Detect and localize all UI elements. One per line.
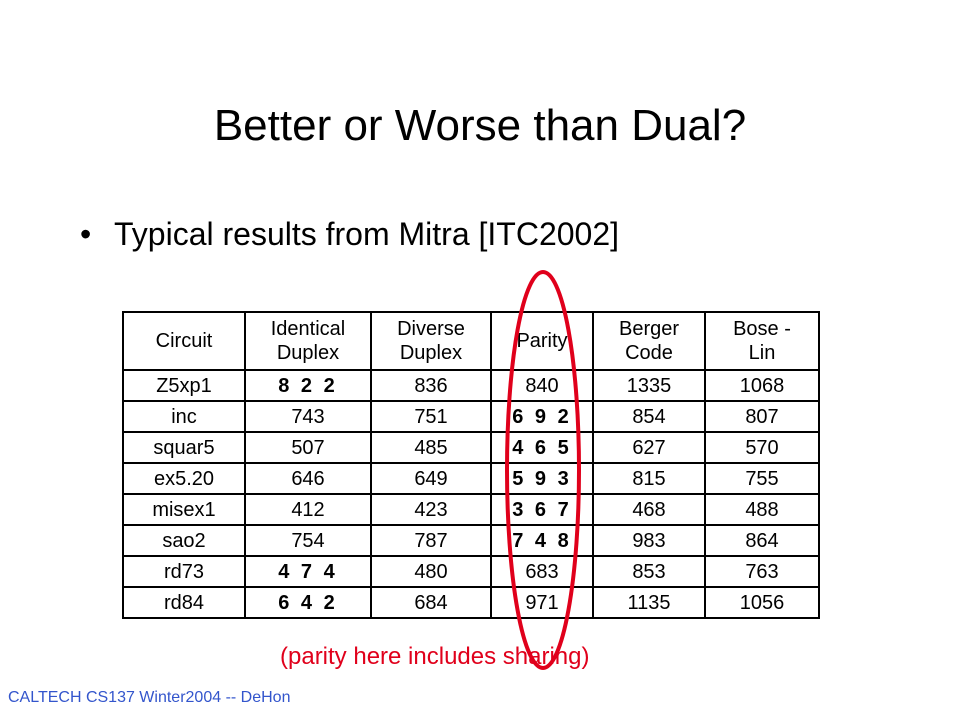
- table-cell: 488: [704, 493, 820, 526]
- table-cell: squar5: [122, 431, 246, 464]
- table-cell: 627: [592, 431, 706, 464]
- header-berger-code: Berger Code: [592, 311, 706, 371]
- table-cell: 684: [370, 586, 492, 619]
- table-cell: 683: [490, 555, 594, 588]
- table-cell: 570: [704, 431, 820, 464]
- header-parity: Parity: [490, 311, 594, 371]
- table-cell: 751: [370, 400, 492, 433]
- table-cell: 754: [244, 524, 372, 557]
- footer-credit: CALTECH CS137 Winter2004 -- DeHon: [8, 689, 291, 706]
- table-cell: 853: [592, 555, 706, 588]
- header-identical-duplex: Identical Duplex: [244, 311, 372, 371]
- table-cell: 3 6 7: [490, 493, 594, 526]
- table-cell: 787: [370, 524, 492, 557]
- table-row: ex5.20 646 649 5 9 3 815 755: [122, 462, 820, 495]
- table-cell: 971: [490, 586, 594, 619]
- table-cell: 755: [704, 462, 820, 495]
- table-row: rd73 4 7 4 480 683 853 763: [122, 555, 820, 588]
- table-cell: inc: [122, 400, 246, 433]
- table-cell: 8 2 2: [244, 369, 372, 402]
- bullet-dot-icon: •: [80, 216, 92, 252]
- table-cell: misex1: [122, 493, 246, 526]
- table-cell: 1068: [704, 369, 820, 402]
- table-cell: 6 4 2: [244, 586, 372, 619]
- table-cell: 646: [244, 462, 372, 495]
- table-cell: 480: [370, 555, 492, 588]
- table-row: Z5xp1 8 2 2 836 840 1335 1068: [122, 369, 820, 402]
- table-cell: 836: [370, 369, 492, 402]
- table-row: misex1 412 423 3 6 7 468 488: [122, 493, 820, 526]
- table-cell: 7 4 8: [490, 524, 594, 557]
- parity-note: (parity here includes sharing): [280, 643, 590, 670]
- table-cell: 763: [704, 555, 820, 588]
- table-cell: ex5.20: [122, 462, 246, 495]
- table-cell: 649: [370, 462, 492, 495]
- bullet-text: Typical results from Mitra [ITC2002]: [114, 216, 620, 252]
- table-cell: 5 9 3: [490, 462, 594, 495]
- table-cell: sao2: [122, 524, 246, 557]
- table-cell: 1056: [704, 586, 820, 619]
- table-cell: 468: [592, 493, 706, 526]
- table-cell: 983: [592, 524, 706, 557]
- header-circuit: Circuit: [122, 311, 246, 371]
- table-row: squar5 507 485 4 6 5 627 570: [122, 431, 820, 464]
- table-cell: 743: [244, 400, 372, 433]
- header-diverse-duplex: Diverse Duplex: [370, 311, 492, 371]
- table-cell: rd84: [122, 586, 246, 619]
- table-cell: 507: [244, 431, 372, 464]
- table-header-row: Circuit Identical Duplex Diverse Duplex Pa…: [122, 311, 820, 371]
- table-row: inc 743 751 6 9 2 854 807: [122, 400, 820, 433]
- table-cell: 423: [370, 493, 492, 526]
- table-cell: Z5xp1: [122, 369, 246, 402]
- table-cell: 4 7 4: [244, 555, 372, 588]
- table-cell: 6 9 2: [490, 400, 594, 433]
- bullet-item: • Typical results from Mitra [ITC2002]: [80, 212, 619, 256]
- table-cell: 412: [244, 493, 372, 526]
- table-cell: rd73: [122, 555, 246, 588]
- table-row: rd84 6 4 2 684 971 1135 1056: [122, 586, 820, 619]
- table-row: sao2 754 787 7 4 8 983 864: [122, 524, 820, 557]
- table-cell: 864: [704, 524, 820, 557]
- slide-title: Better or Worse than Dual?: [213, 101, 747, 150]
- table-cell: 854: [592, 400, 706, 433]
- table-cell: 485: [370, 431, 492, 464]
- table-cell: 807: [704, 400, 820, 433]
- table-cell: 840: [490, 369, 594, 402]
- table-cell: 1135: [592, 586, 706, 619]
- table-cell: 1335: [592, 369, 706, 402]
- header-bose-lin: Bose - Lin: [704, 311, 820, 371]
- table-cell: 815: [592, 462, 706, 495]
- table-cell: 4 6 5: [490, 431, 594, 464]
- results-table: Circuit Identical Duplex Diverse Duplex Pa…: [122, 311, 820, 619]
